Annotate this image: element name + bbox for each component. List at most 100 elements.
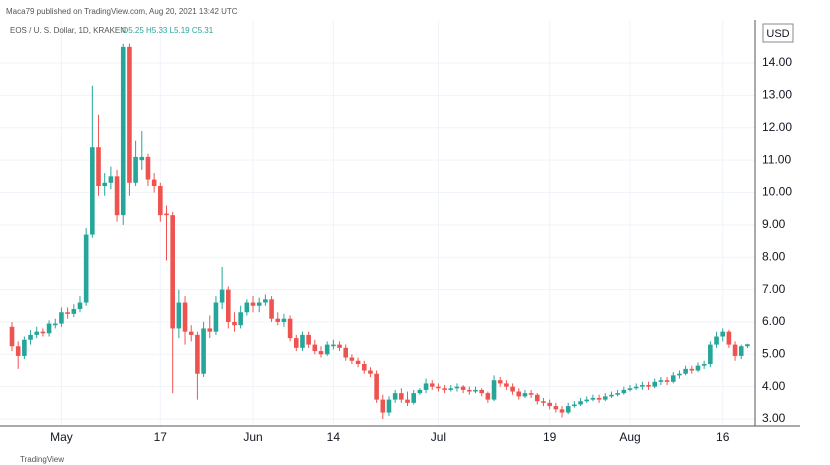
candle-body [485, 393, 491, 400]
candle-body [188, 331, 194, 335]
candle-body [504, 383, 509, 387]
y-tick-label: 6.00 [762, 314, 786, 328]
candle-body [658, 380, 664, 382]
candle-body [244, 302, 250, 313]
candle-body [609, 394, 614, 397]
candle-body [361, 364, 367, 371]
x-tick-label: 14 [327, 430, 341, 444]
candle-body [306, 334, 311, 345]
candle-body [9, 326, 15, 347]
candle-body [77, 302, 83, 310]
candle-body [621, 389, 627, 394]
candle-body [467, 389, 472, 392]
candle-body [738, 346, 744, 356]
symbol: EOS / U. S. Dollar, 1D, KRAKEN [10, 26, 126, 35]
y-tick-label: 12.00 [762, 120, 792, 134]
x-tick-label: 16 [716, 430, 730, 444]
candle-body [479, 389, 484, 394]
x-tick-label: Jul [431, 430, 446, 444]
candle-body [584, 399, 590, 402]
candle-body [491, 380, 497, 400]
candle-body [572, 404, 577, 407]
candle-body [337, 344, 342, 348]
candle-body [127, 46, 132, 183]
candle-body [578, 401, 583, 405]
candle-body [226, 289, 231, 322]
candle-body [701, 364, 707, 366]
candle-body [442, 388, 447, 390]
candle-body [151, 179, 157, 187]
candle-body [689, 368, 695, 371]
candle-body [516, 391, 522, 397]
candle-body [133, 156, 138, 183]
candle-body [120, 46, 126, 216]
candle-body [565, 406, 571, 413]
candle-body [250, 302, 256, 306]
candle-body [71, 309, 77, 314]
candle-body [732, 344, 738, 356]
candle-body [108, 176, 114, 183]
candle-body [541, 401, 546, 403]
candle-body [114, 176, 120, 216]
y-tick-label: 8.00 [762, 249, 786, 263]
candle-body [59, 312, 64, 324]
candle-body [349, 357, 355, 361]
candle-body [34, 331, 40, 335]
y-tick-label: 7.00 [762, 282, 786, 296]
candle-body [22, 339, 27, 356]
candle-body [386, 399, 392, 413]
candle-body [275, 318, 281, 322]
candle-body [293, 338, 299, 348]
candle-body [664, 380, 670, 382]
candle-body [182, 302, 188, 332]
candle-body [213, 302, 219, 332]
candle-body [497, 380, 503, 384]
ohlc-legend: O5.25 H5.33 L5.19 C5.31 [122, 26, 214, 35]
candle-body [145, 156, 151, 180]
candle-body [256, 302, 262, 306]
candle-body [40, 331, 46, 334]
y-tick-label: 3.00 [762, 411, 786, 425]
candle-body [615, 393, 620, 395]
candle-body [547, 402, 552, 407]
y-tick-label: 10.00 [762, 185, 792, 199]
candle-body [52, 323, 58, 326]
x-tick-label: Aug [619, 430, 640, 444]
candle-body [460, 386, 466, 390]
y-tick-label: 4.00 [762, 379, 786, 393]
candle-body [65, 312, 70, 314]
x-tick-label: 19 [543, 430, 557, 444]
candle-body [590, 397, 596, 400]
footer: TradingView [20, 455, 64, 464]
candle-body [411, 393, 416, 403]
candle-body [429, 383, 435, 387]
candle-body [745, 344, 750, 347]
candle-body [139, 156, 145, 161]
publisher: Maca79 published on TradingView.com, Aug… [6, 7, 238, 16]
candle-body [318, 351, 324, 355]
candle-body [15, 346, 21, 356]
candle-body [596, 397, 602, 400]
candle-body [374, 373, 379, 400]
candle-body [269, 299, 274, 319]
candle-body [436, 386, 441, 389]
candle-body [46, 323, 52, 334]
y-tick-label: 9.00 [762, 217, 786, 231]
candle-body [535, 394, 540, 402]
candle-body [368, 370, 373, 374]
candle-body [281, 318, 287, 322]
candle-body [164, 213, 169, 216]
candle-body [355, 360, 361, 365]
y-tick-label: 11.00 [762, 152, 791, 166]
y-tick-label: 14.00 [762, 55, 792, 69]
candle-body [201, 328, 206, 374]
candle-body [553, 406, 559, 410]
candle-body [170, 215, 175, 329]
candle-body [640, 385, 645, 387]
candle-body [714, 336, 719, 345]
candle-body [417, 389, 423, 394]
candle-body [522, 393, 528, 397]
candle-body [380, 399, 386, 413]
candle-body [158, 186, 163, 216]
